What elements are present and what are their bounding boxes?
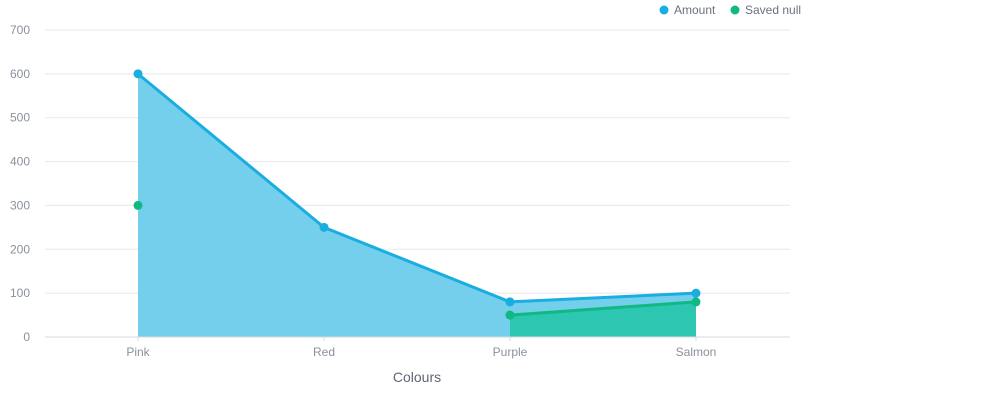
point-saved-null-purple[interactable] [505, 310, 515, 320]
point-amount-purple[interactable] [505, 297, 515, 307]
y-tick-label-500: 500 [10, 111, 30, 125]
legend-dot-amount [659, 5, 669, 15]
legend-item-saved-null[interactable]: Saved null [730, 3, 802, 17]
y-tick-label-200: 200 [10, 242, 30, 256]
line-saved-null-1 [508, 300, 698, 317]
y-tick-label-700: 700 [10, 23, 30, 37]
point-saved-null-salmon[interactable] [691, 297, 701, 307]
x-tick-label-red: Red [313, 345, 335, 359]
x-axis-title: Colours [393, 369, 441, 385]
point-amount-red[interactable] [319, 222, 329, 232]
area-amount-0 [138, 73, 696, 337]
area-saved-null-1 [510, 301, 696, 337]
legend-label-saved-null: Saved null [745, 3, 801, 17]
y-tick-label-0: 0 [23, 330, 30, 344]
point-amount-pink[interactable] [133, 69, 143, 79]
y-tick-label-300: 300 [10, 198, 30, 212]
legend-dot-saved-null [730, 5, 740, 15]
point-amount-salmon[interactable] [691, 288, 701, 298]
x-tick-label-salmon: Salmon [676, 345, 717, 359]
x-tick-label-pink: Pink [126, 345, 150, 359]
y-tick-label-400: 400 [10, 155, 30, 169]
axis-layer: 0 100 200 300 400 500 600 700 Pink Red Purple Salmo… [10, 23, 790, 359]
legend-item-amount[interactable]: Amount [659, 3, 717, 17]
area-layer [138, 73, 696, 337]
point-layer [133, 69, 701, 320]
legend: Amount Saved null [659, 3, 802, 17]
x-tick-label-purple: Purple [493, 345, 528, 359]
point-saved-null-pink[interactable] [133, 200, 143, 210]
line-layer [136, 72, 698, 317]
y-tick-label-100: 100 [10, 286, 30, 300]
legend-label-amount: Amount [674, 3, 716, 17]
y-tick-label-600: 600 [10, 67, 30, 81]
line-amount-0 [136, 72, 698, 304]
